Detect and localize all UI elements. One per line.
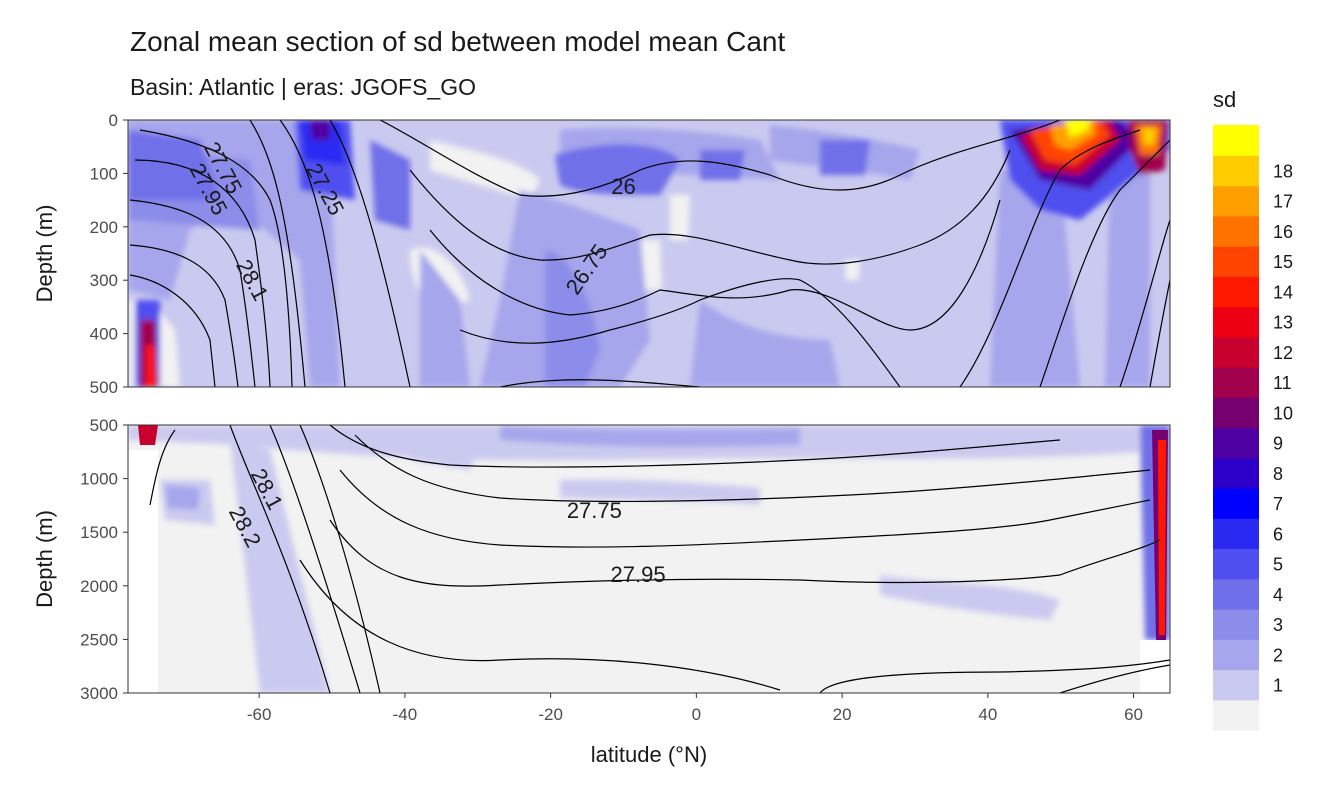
y-tick-label: 200 [90,218,118,237]
legend-swatch [1213,155,1259,187]
y-tick-label: 1500 [80,523,118,542]
y-tick-label: 300 [90,271,118,290]
legend-swatch [1213,699,1259,731]
contour-label: 27.95 [611,562,666,587]
legend-level-label: 3 [1273,615,1283,635]
y-tick-label: 2000 [80,577,118,596]
y-tick-label: 100 [90,164,118,183]
legend-level-label: 17 [1273,192,1293,212]
legend-swatch [1213,276,1259,308]
y-axis-label: Depth (m) [32,205,57,303]
legend-swatch [1213,246,1259,277]
legend-level-label: 11 [1273,373,1292,393]
y-axis-label: Depth (m) [32,510,57,608]
x-tick-label: 0 [692,705,701,724]
legend-swatch [1213,336,1259,368]
y-tick-label: 2500 [80,630,118,649]
legend-swatch [1213,185,1259,217]
legend-swatch [1213,215,1259,247]
legend-swatch [1213,518,1259,550]
y-tick-label: 1000 [80,470,118,489]
x-tick-label: 40 [978,705,997,724]
contour-label: 27.75 [567,498,622,523]
top-panel-frame [127,119,1171,388]
top-panel-field [128,120,1170,387]
legend-level-label: 8 [1273,464,1283,484]
legend-level-label: 6 [1273,524,1283,544]
legend-level-label: 15 [1273,252,1293,272]
legend-swatch [1213,306,1259,338]
y-tick-label: 500 [90,416,118,435]
legend-level-label: 9 [1273,434,1283,454]
legend-level-label: 12 [1273,343,1293,363]
legend-swatch [1213,397,1259,429]
x-tick-label: -40 [393,705,418,724]
legend-level-label: 16 [1273,222,1293,242]
legend-level-label: 18 [1273,161,1293,181]
legend-level-label: 7 [1273,494,1283,514]
x-tick-label: 60 [1124,705,1143,724]
legend-swatch [1213,669,1259,701]
bottom-panel-field [128,425,1170,693]
x-tick-label: 20 [833,705,852,724]
legend-level-label: 1 [1273,676,1283,696]
legend-title: sd [1213,87,1236,112]
x-tick-label: -20 [538,705,563,724]
legend-level-label: 10 [1273,403,1293,423]
chart-title: Zonal mean section of sd between model m… [130,26,786,57]
legend-level-label: 2 [1273,645,1283,665]
y-tick-label: 3000 [80,684,118,703]
y-tick-label: 500 [90,378,118,397]
legend-swatch [1213,488,1259,519]
y-tick-label: 0 [109,111,118,130]
legend-level-label: 4 [1273,585,1283,605]
bottom-panel-frame [127,424,1171,694]
x-tick-label: -60 [247,705,272,724]
legend-swatch [1213,578,1259,610]
legend-level-label: 14 [1273,282,1293,302]
legend-swatch [1213,548,1259,580]
legend-swatch [1213,457,1259,489]
legend-level-label: 5 [1273,555,1283,575]
legend-swatch [1213,367,1259,398]
legend-swatch [1213,125,1259,156]
y-tick-label: 400 [90,325,118,344]
contour-label: 26 [611,174,635,199]
legend-swatch [1213,609,1259,640]
x-axis-label: latitude (°N) [591,742,707,767]
legend-level-label: 13 [1273,313,1293,333]
legend-swatch [1213,639,1259,671]
legend-swatch [1213,427,1259,459]
chart-subtitle: Basin: Atlantic | eras: JGOFS_GO [130,74,476,100]
